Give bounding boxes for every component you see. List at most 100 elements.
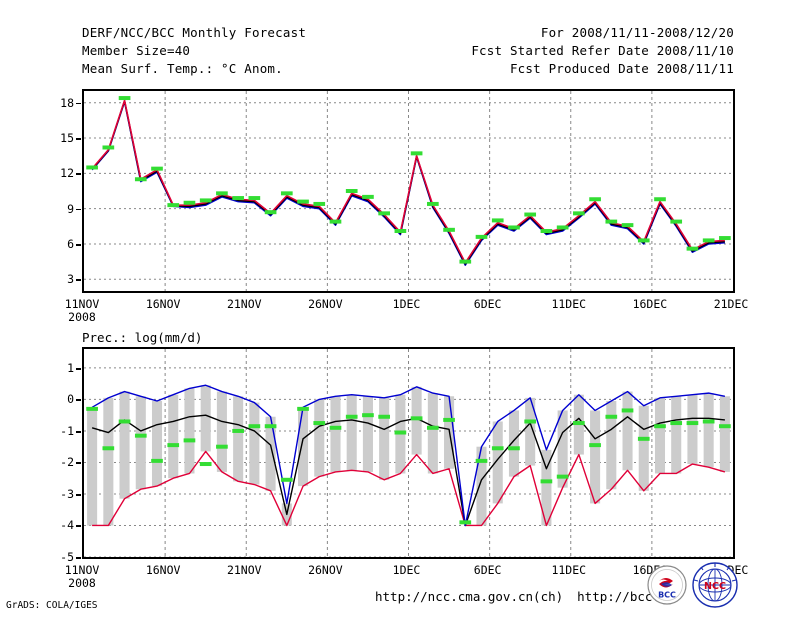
ensemble-spread-bar xyxy=(298,407,309,487)
ensemble-spread-bar xyxy=(411,386,422,455)
ensemble-spread-bar xyxy=(168,394,179,479)
ensemble-spread-bar xyxy=(330,396,341,472)
y-axis-tick-label: 1 xyxy=(67,360,74,375)
ensemble-spread-bar xyxy=(508,410,519,477)
ensemble-spread-bar xyxy=(703,393,714,468)
x-axis-tick-label: 16DEC xyxy=(632,297,668,311)
y-axis-tick-label: -1 xyxy=(60,423,74,438)
y-axis-tick-label: -4 xyxy=(60,518,74,533)
member-size-label: Member Size=40 xyxy=(82,43,191,58)
y-axis-tick-mark xyxy=(76,557,81,559)
y-axis-tick-label: -3 xyxy=(60,486,74,501)
ensemble-spread-bar xyxy=(87,407,98,526)
y-axis-tick-mark xyxy=(76,430,81,433)
ensemble-spread-bar xyxy=(103,397,114,526)
ensemble-spread-bar xyxy=(184,388,195,474)
series-line xyxy=(91,414,725,527)
y-axis-tick-mark xyxy=(76,243,81,246)
y-axis-tick-label: -5 xyxy=(60,550,74,564)
y-axis-tick-label: 6 xyxy=(67,236,74,251)
y-axis-tick-label: 0 xyxy=(67,392,74,407)
forecast-start-date-label: Fcst Started Refer Date 2008/11/10 xyxy=(471,43,734,58)
ensemble-spread-bar xyxy=(492,421,503,504)
precipitation-panel-title: Prec.: log(mm/d) xyxy=(82,330,203,345)
y-axis-tick-mark xyxy=(76,279,81,281)
series-line xyxy=(91,384,726,527)
bcc-website-link[interactable]: http://bcc.c xyxy=(577,589,668,604)
ncc-logo: NCC xyxy=(692,562,738,608)
ensemble-spread-bar xyxy=(233,396,244,482)
x-axis-tick-label: 6DEC xyxy=(473,563,502,577)
ensemble-spread-bar xyxy=(525,397,536,466)
footer-links: http://ncc.cma.gov.cn(ch) http://bcc.c xyxy=(375,589,681,604)
ensemble-spread-bar xyxy=(476,446,487,526)
ensemble-spread-bar xyxy=(314,399,325,477)
x-axis-tick-label: 11NOV xyxy=(64,563,100,577)
x-axis-year-label: 2008 xyxy=(68,310,96,324)
ensemble-spread-bar xyxy=(590,410,601,504)
y-axis-tick-mark xyxy=(76,208,81,211)
ensemble-spread-bar xyxy=(622,391,633,471)
ensemble-spread-bar xyxy=(216,391,227,472)
x-axis-tick-label: 1DEC xyxy=(392,297,421,311)
x-axis-tick-label: 11DEC xyxy=(551,297,587,311)
ensemble-spread-bar xyxy=(557,410,568,488)
y-axis-tick-label: -2 xyxy=(60,455,74,470)
y-axis-tick-mark xyxy=(76,173,81,175)
y-axis-tick-label: 3 xyxy=(67,272,74,287)
x-axis-tick-label: 1DEC xyxy=(392,563,421,577)
ensemble-spread-bar xyxy=(265,416,276,491)
precipitation-plot-canvas xyxy=(84,349,733,557)
bcc-logo: BCC xyxy=(647,565,687,605)
x-axis-tick-label: 26NOV xyxy=(308,297,343,311)
y-axis-tick-label: 12 xyxy=(60,166,74,181)
x-axis-tick-label: 21NOV xyxy=(226,297,262,311)
series-line xyxy=(91,99,725,264)
temperature-plot-frame xyxy=(82,89,735,293)
y-axis-tick-mark xyxy=(76,525,81,528)
x-axis-tick-label: 6DEC xyxy=(473,297,502,311)
y-axis-tick-mark xyxy=(76,138,81,140)
forecast-produced-date-label: Fcst Produced Date 2008/11/11 xyxy=(509,61,734,76)
ensemble-spread-bar xyxy=(362,396,373,472)
forecast-model-title: DERF/NCC/BCC Monthly Forecast xyxy=(82,25,307,40)
svg-text:NCC: NCC xyxy=(704,581,726,592)
x-axis-tick-label: 21DEC xyxy=(713,297,749,311)
x-axis-tick-label: 16NOV xyxy=(145,563,181,577)
ensemble-spread-bar xyxy=(427,393,438,474)
y-axis-tick-mark xyxy=(76,102,81,105)
temperature-plot-canvas xyxy=(84,91,733,291)
ensemble-spread-bar xyxy=(135,396,146,490)
ensemble-spread-bar xyxy=(719,396,730,472)
y-axis-tick-label: 18 xyxy=(60,95,74,110)
y-axis-tick-mark xyxy=(76,399,81,402)
precipitation-plot-frame xyxy=(82,347,735,559)
y-axis-tick-mark xyxy=(76,367,81,370)
variable-label: Mean Surf. Temp.: °C Anom. xyxy=(82,61,283,76)
ensemble-spread-bar xyxy=(687,394,698,465)
ensemble-spread-bar xyxy=(249,402,260,485)
x-axis-year-label: 2008 xyxy=(68,576,96,590)
ensemble-spread-bar xyxy=(119,391,130,499)
y-axis-tick-label: 15 xyxy=(60,131,74,146)
x-axis-tick-label: 26NOV xyxy=(308,563,343,577)
ensemble-spread-bar xyxy=(638,405,649,491)
series-line xyxy=(92,450,726,527)
ensemble-spread-bar xyxy=(541,449,552,526)
forecast-period-label: For 2008/11/11-2008/12/20 xyxy=(540,25,734,40)
x-axis-tick-label: 11DEC xyxy=(551,563,587,577)
ensemble-spread-bar xyxy=(606,401,617,490)
x-axis-tick-label: 11NOV xyxy=(64,297,100,311)
ncc-website-link[interactable]: http://ncc.cma.gov.cn(ch) xyxy=(375,589,564,604)
x-axis-tick-label: 16NOV xyxy=(145,297,181,311)
x-axis-tick-label: 21NOV xyxy=(226,563,262,577)
ensemble-spread-bar xyxy=(200,385,211,452)
ensemble-spread-bar xyxy=(346,394,357,471)
y-axis-tick-mark xyxy=(76,493,81,496)
header-left-block: DERF/NCC/BCC Monthly Forecast Member Siz… xyxy=(82,24,306,78)
y-axis-tick-mark xyxy=(76,462,81,465)
chart-header: DERF/NCC/BCC Monthly Forecast Member Siz… xyxy=(0,0,800,80)
y-axis-tick-label: 9 xyxy=(67,201,74,216)
ensemble-spread-bar xyxy=(379,397,390,480)
ensemble-spread-bar xyxy=(671,396,682,474)
